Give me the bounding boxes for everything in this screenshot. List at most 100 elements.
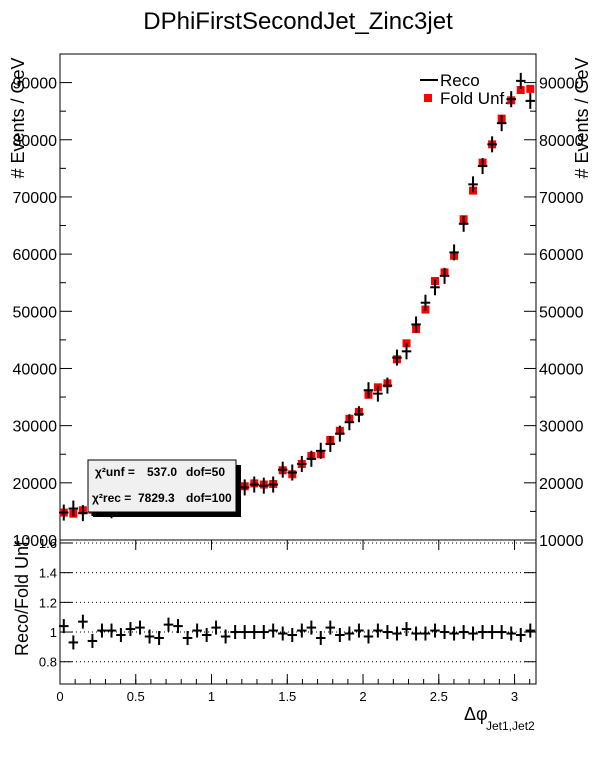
ratio-point xyxy=(230,625,240,640)
top-y-tick-label-left: 20000 xyxy=(13,476,58,493)
chi2-unf-symbol: χ²unf = xyxy=(95,465,135,479)
ratio-point xyxy=(420,626,431,641)
reco-point xyxy=(363,382,374,399)
legend-reco-label: Reco xyxy=(440,71,480,90)
top-y-tick-label-left: 70000 xyxy=(13,190,58,207)
bottom-y-tick-label: 1.2 xyxy=(39,595,57,610)
reco-point xyxy=(59,504,69,521)
ratio-point xyxy=(268,623,278,638)
ratio-gridlines xyxy=(60,542,536,663)
reco-point xyxy=(439,267,450,284)
ratio-point xyxy=(506,626,516,641)
reco-point xyxy=(287,464,298,481)
x-tick-label: 0 xyxy=(56,689,63,704)
chi2-rec-symbol: χ²rec = xyxy=(92,491,131,505)
top-y-tick-label-left: 50000 xyxy=(13,304,58,321)
ratio-point xyxy=(59,619,69,634)
bottom-y-tick-label: 1.6 xyxy=(39,536,57,551)
ratio-point xyxy=(449,626,459,641)
reco-point xyxy=(430,279,440,296)
ratio-point xyxy=(525,623,536,638)
ratio-point xyxy=(220,629,231,644)
ratio-point xyxy=(430,623,440,638)
top-panel: 10000 10000 20000 20000 30000 30000 40000 40000… xyxy=(8,53,592,550)
ratio-point xyxy=(249,625,260,640)
ratio-point xyxy=(173,619,183,634)
reco-point xyxy=(78,505,88,522)
reco-point xyxy=(468,176,478,193)
ratio-point xyxy=(363,629,374,644)
chi2-box-bg xyxy=(87,459,237,513)
top-y-tick-label-left: 10000 xyxy=(13,533,58,550)
top-y-tick-label-right: 70000 xyxy=(539,190,584,207)
reco-point xyxy=(392,349,402,366)
fold-unf-point xyxy=(402,339,411,348)
chi2-unf-dof: dof=50 xyxy=(186,465,225,479)
reco-point xyxy=(277,461,288,478)
ratio-point xyxy=(135,620,145,635)
ratio-point xyxy=(297,623,307,638)
reco-point xyxy=(382,377,393,394)
ratio-point xyxy=(182,630,193,645)
x-tick-label: 2 xyxy=(359,689,366,704)
reco-point xyxy=(515,72,526,89)
chi2-rec-value: 7829.3 xyxy=(138,491,175,505)
top-y-tick-label-left: 30000 xyxy=(13,419,58,436)
ratio-point xyxy=(325,620,336,635)
x-axis-label: Δφ xyxy=(464,704,488,724)
x-tick-label: 1 xyxy=(208,689,215,704)
ratio-marks xyxy=(59,614,536,650)
reco-point xyxy=(525,92,536,109)
reco-point xyxy=(506,91,516,108)
top-y-tick-label-left: 60000 xyxy=(13,247,58,264)
x-tick-label: 3 xyxy=(511,689,518,704)
reco-point xyxy=(335,425,345,442)
top-y-axis-ticks: 10000 10000 20000 20000 30000 30000 40000 40000… xyxy=(13,76,584,550)
reco-point xyxy=(449,244,459,261)
bottom-y-axis-ticks: 0.8 1 1.2 1.4 1.6 xyxy=(39,536,536,670)
bottom-y-tick-label: 1.4 xyxy=(39,566,57,581)
reco-point xyxy=(239,479,250,496)
ratio-point xyxy=(373,623,383,638)
top-y-tick-label-left: 90000 xyxy=(13,76,58,93)
ratio-point xyxy=(163,617,174,632)
reco-point xyxy=(420,294,431,311)
legend-foldunf-marker xyxy=(424,94,432,102)
bottom-panel: 0.8 1 1.2 1.4 1.6 0 0.5 1 1.5 2 2.5 3 Reco/Fold Un… xyxy=(12,536,537,733)
reco-point xyxy=(297,455,307,472)
x-tick-label: 1.5 xyxy=(278,689,296,704)
top-y-tick-label-right: 50000 xyxy=(539,304,584,321)
ratio-point xyxy=(239,625,250,640)
ratio-point xyxy=(496,625,507,640)
ratio-point xyxy=(68,635,79,650)
reco-point xyxy=(306,450,317,467)
top-y-tick-label-right: 40000 xyxy=(539,361,584,378)
ratio-point xyxy=(439,625,450,640)
fold-unf-point xyxy=(526,84,535,93)
top-y-axis-label-right: # Events / GeV xyxy=(572,57,592,178)
ratio-point xyxy=(97,623,107,638)
ratio-point xyxy=(315,630,326,645)
ratio-point xyxy=(354,623,364,638)
reco-point xyxy=(373,385,383,402)
ratio-point xyxy=(392,626,402,641)
ratio-point xyxy=(106,623,117,638)
top-y-tick-label-right: 20000 xyxy=(539,476,584,493)
fold-unf-point xyxy=(516,86,525,95)
chi2-rec-dof: dof=100 xyxy=(186,491,232,505)
top-plot-marks xyxy=(59,72,536,522)
top-y-tick-label-right: 60000 xyxy=(539,247,584,264)
ratio-point xyxy=(154,630,164,645)
reco-point xyxy=(458,215,469,232)
ratio-point xyxy=(515,628,526,643)
chart-title: DPhiFirstSecondJet_Zinc3jet xyxy=(143,8,453,35)
ratio-point xyxy=(287,628,298,643)
reco-point xyxy=(249,476,260,493)
ratio-point xyxy=(201,628,212,643)
ratio-point xyxy=(344,626,355,641)
reco-point xyxy=(477,158,488,175)
reco-point xyxy=(411,316,421,333)
top-y-tick-label-left: 80000 xyxy=(13,133,58,150)
chi2-unf-value: 537.0 xyxy=(147,465,177,479)
reco-point xyxy=(487,136,497,153)
